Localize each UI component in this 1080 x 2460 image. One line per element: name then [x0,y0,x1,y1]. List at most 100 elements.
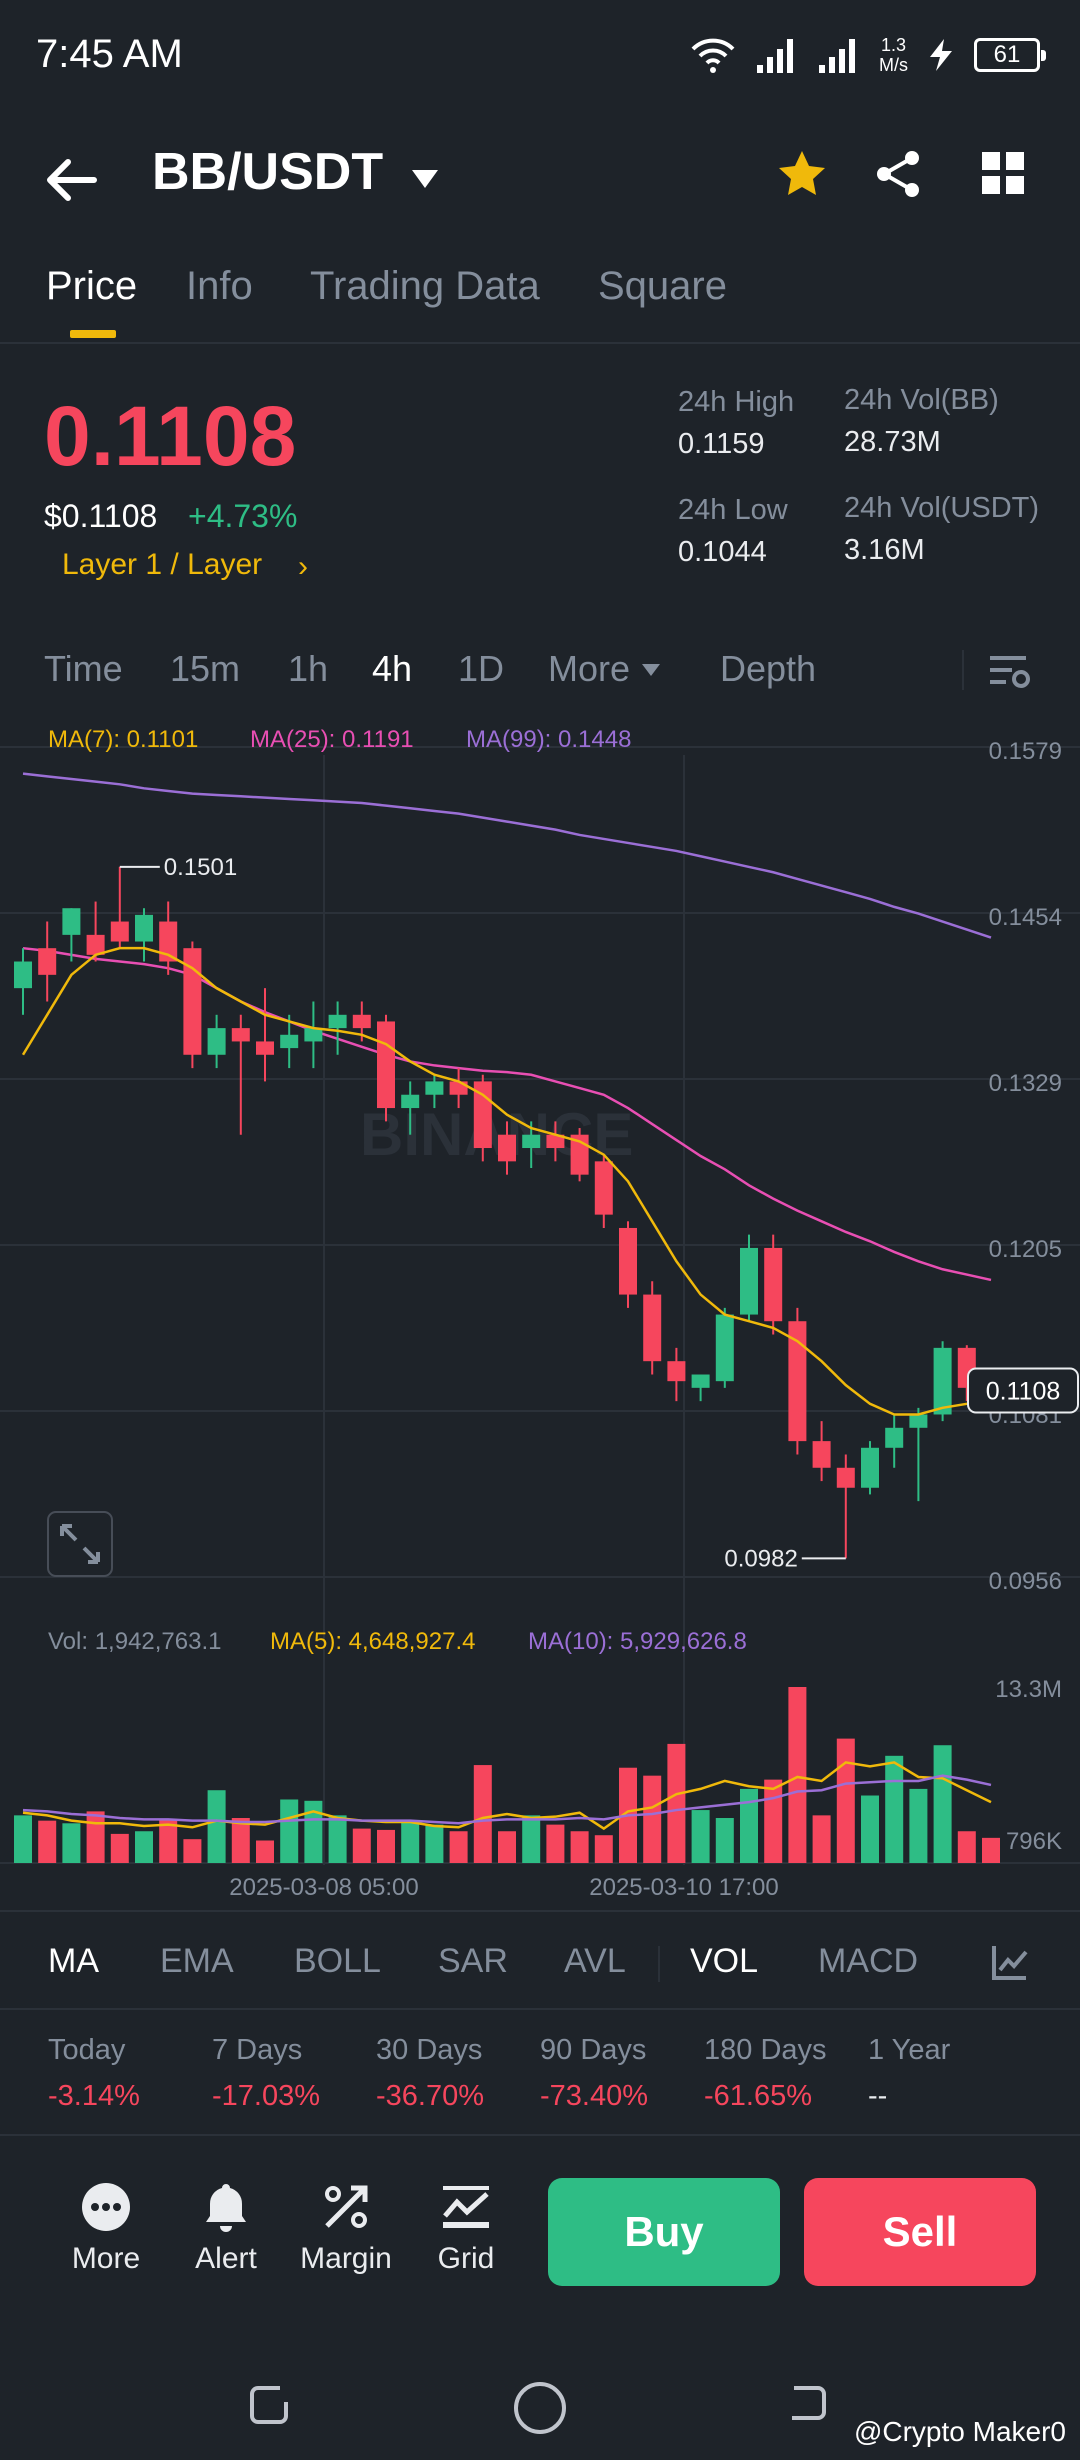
volume-bar [401,1820,420,1863]
candle [667,1347,686,1402]
perf-label-180d: 180 Days [704,2034,827,2066]
ind-vol[interactable]: VOL [690,1942,759,1980]
volume-bar [667,1743,686,1863]
pair-title[interactable]: BB/USDT [152,143,384,201]
volume-bar [304,1800,323,1863]
current-price-box [967,1367,1079,1414]
candle [715,1307,734,1388]
volume-bar [14,1815,32,1863]
volume-bar [715,1818,734,1863]
indicator-settings-icon[interactable] [990,1942,1030,1982]
candle [86,901,105,962]
tab-info[interactable]: Info [186,264,253,308]
interval-15m[interactable]: 15m [170,648,241,689]
vol-ma10-polyline [22,1774,992,1825]
candle [14,948,32,1015]
volume-bar [885,1755,904,1863]
interval-depth[interactable]: Depth [720,648,817,689]
active-tab-indicator [70,330,116,338]
grid-bot-icon [443,2186,489,2228]
interval-4h[interactable]: 4h [372,648,413,689]
share-icon[interactable] [874,148,924,200]
candle [643,1281,662,1375]
usd-price: $0.1108 [44,498,158,534]
vol-quote-value: 3.16M [844,534,925,566]
ind-avl[interactable]: AVL [564,1942,626,1980]
low-marker-label: 0.0982 [724,1545,797,1572]
category-link[interactable]: Layer 1 / Layer [62,548,263,581]
top-tabs: Price Info Trading Data Square [0,258,1080,344]
more-button[interactable]: More [56,2180,156,2276]
recents-icon[interactable] [246,2382,292,2428]
candle [135,908,153,962]
buy-button[interactable]: Buy [548,2178,780,2286]
volume-bar [643,1775,662,1863]
low-label: 24h Low [678,494,788,526]
volume-bar [183,1839,202,1863]
low-value: 0.1044 [678,536,767,568]
x-tick-label: 2025-03-08 05:00 [229,1874,419,1900]
vol-quote-label: 24h Vol(USDT) [844,492,1040,524]
chart-labels: 0.1501 0.0982 0.1108 [119,854,1079,1572]
perf-label-today: Today [48,2034,126,2066]
ind-ma[interactable]: MA [48,1942,99,1980]
watermark-text: @Crypto Maker0 [853,2416,1066,2447]
candle [885,1414,904,1468]
volume-bar [62,1823,81,1863]
tab-trading-data[interactable]: Trading Data [310,264,540,308]
candle [159,901,178,975]
perf-value-30d: -36.70% [376,2080,485,2112]
chart-settings-icon[interactable] [988,652,1032,692]
ind-macd[interactable]: MACD [818,1942,919,1980]
interval-1h[interactable]: 1h [288,648,329,689]
vol-tick-label: 796K [1006,1828,1062,1855]
more-caret-icon[interactable] [640,662,662,678]
margin-icon [325,2185,368,2228]
charging-icon [930,39,952,71]
alert-button[interactable]: Alert [176,2180,276,2276]
volume-bar [957,1831,976,1863]
perf-value-1y: -- [868,2080,888,2112]
more-label: More [71,2242,141,2275]
volume-bar [498,1831,516,1863]
perf-label-90d: 90 Days [540,2034,647,2066]
candle [498,1121,516,1175]
y-tick-label: 0.0956 [989,1568,1062,1595]
candle [691,1374,710,1402]
vol-ma5-polyline [22,1761,992,1831]
volume-ma-lines: 13.3M 796K 2025-03-08 05:00 2025-03-10 17:0… [22,1676,1062,1900]
grid-layout-icon[interactable] [980,150,1026,196]
chevron-right-icon[interactable]: › [298,550,308,583]
y-tick-label: 0.1579 [989,738,1062,765]
expand-icon[interactable] [47,1511,113,1577]
ind-sar[interactable]: SAR [438,1942,508,1980]
back-nav-icon[interactable] [784,2382,830,2428]
tab-square[interactable]: Square [598,264,727,308]
tab-price[interactable]: Price [46,264,138,308]
grid-button[interactable]: Grid [416,2180,516,2276]
high-label: 24h High [678,386,795,418]
candle [861,1441,879,1495]
volume-bar [764,1779,783,1863]
candle [570,1128,589,1182]
ind-boll[interactable]: BOLL [294,1942,381,1980]
speed-value: 1.3 [880,35,907,55]
system-nav-bar: @Crypto Maker0 [0,2330,1080,2460]
interval-time[interactable]: Time [44,648,123,689]
ind-ema[interactable]: EMA [160,1942,234,1980]
margin-button[interactable]: Margin [296,2180,396,2276]
back-arrow-icon[interactable] [42,150,102,210]
candle [401,1081,420,1135]
candle [836,1454,855,1559]
interval-more[interactable]: More [548,648,631,689]
chevron-down-icon[interactable] [408,164,442,194]
home-icon[interactable] [512,2380,568,2436]
candle [38,921,57,1002]
signal-icon-2 [819,39,855,73]
interval-1d[interactable]: 1D [458,648,505,689]
sell-button[interactable]: Sell [804,2178,1036,2286]
favorite-star-icon[interactable] [776,148,828,200]
ma7-legend: MA(7): 0.1101 [48,726,198,753]
volume-bar [836,1738,855,1863]
